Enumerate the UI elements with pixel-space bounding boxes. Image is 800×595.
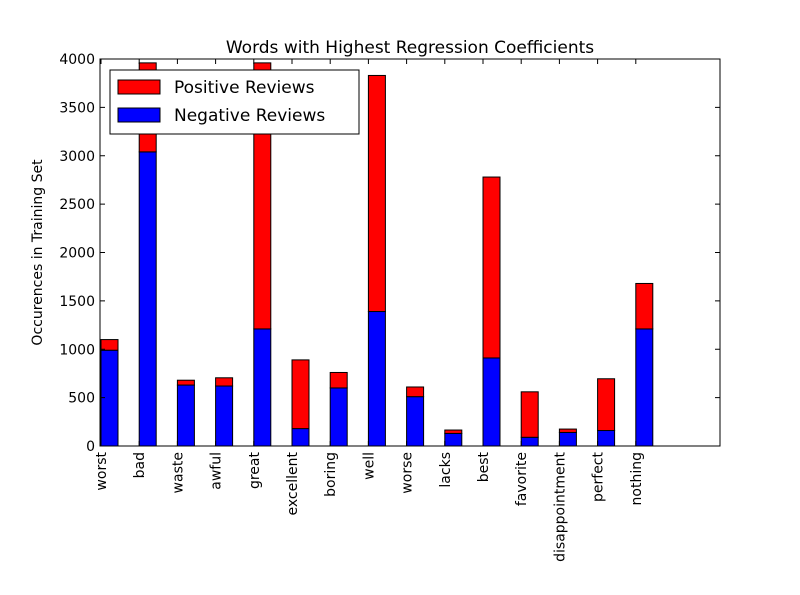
bar-negative-perfect (597, 430, 616, 447)
bar-negative-favorite (520, 436, 539, 447)
x-tick-label-waste: waste (170, 452, 186, 493)
x-tick-label-lacks: lacks (438, 452, 454, 488)
bar-positive-best (482, 176, 501, 359)
x-tick-label-worse: worse (400, 452, 416, 494)
x-tick-label-bad: bad (132, 452, 148, 478)
chart-title: Words with Highest Regression Coefficien… (226, 38, 594, 58)
legend: Positive Reviews Negative Reviews (109, 69, 360, 135)
x-tick-label-boring: boring (323, 452, 339, 497)
bar-negative-boring (329, 387, 348, 447)
y-tick-label: 500 (68, 391, 95, 407)
x-tick-label-great: great (247, 452, 263, 490)
y-tick-label: 2000 (59, 246, 95, 262)
bar-negative-well (367, 311, 386, 447)
x-tick-label-perfect: perfect (591, 451, 607, 501)
bar-positive-favorite (520, 391, 539, 438)
x-tick-label-best: best (476, 452, 492, 483)
x-tick-label-excellent: excellent (285, 452, 301, 516)
y-axis-ticks: 0 500 1000 1500 2000 2500 3000 3500 4000 (59, 52, 720, 455)
bar-positive-worse (406, 386, 425, 398)
legend-swatch-negative (117, 107, 161, 123)
legend-swatch-positive (117, 79, 161, 95)
bar-negative-worse (406, 396, 425, 447)
bar-positive-disappointment (558, 428, 577, 433)
bar-positive-well (367, 74, 386, 313)
x-tick-label-disappointment: disappointment (552, 451, 568, 561)
bar-positive-worst (100, 339, 119, 351)
bar-positive-awful (215, 377, 234, 387)
x-tick-label-nothing: nothing (629, 452, 645, 505)
legend-label-negative: Negative Reviews (174, 106, 325, 126)
y-tick-label: 3000 (59, 149, 95, 165)
y-tick-label: 2500 (59, 197, 95, 213)
bar-positive-nothing (635, 282, 654, 330)
bar-negative-lacks (444, 432, 463, 447)
x-tick-label-worst: worst (94, 451, 110, 490)
bar-negative-great (253, 328, 272, 447)
bar-negative-nothing (635, 328, 654, 447)
legend-label-positive: Positive Reviews (174, 78, 315, 98)
bar-positive-waste (176, 379, 195, 386)
bar-positive-boring (329, 371, 348, 389)
bar-negative-excellent (291, 428, 310, 447)
y-tick-label: 4000 (59, 52, 95, 68)
bar-positive-lacks (444, 429, 463, 434)
bar-positive-excellent (291, 359, 310, 430)
bar-negative-awful (215, 385, 234, 447)
x-tick-label-awful: awful (209, 452, 225, 490)
y-tick-label: 3500 (59, 100, 95, 116)
y-tick-label: 1500 (59, 294, 95, 310)
bar-negative-disappointment (558, 431, 577, 447)
x-tick-label-favorite: favorite (514, 452, 530, 506)
y-tick-label: 1000 (59, 342, 95, 358)
bar-positive-perfect (597, 378, 616, 432)
bar-negative-waste (176, 384, 195, 447)
x-tick-label-well: well (361, 452, 377, 480)
bar-negative-best (482, 357, 501, 447)
y-tick-label: 0 (86, 439, 95, 455)
y-axis-label: Occurences in Training Set (30, 159, 46, 346)
x-axis-ticks: worst bad waste awful great excellent boring we… (94, 59, 645, 562)
bar-negative-bad (138, 151, 157, 447)
